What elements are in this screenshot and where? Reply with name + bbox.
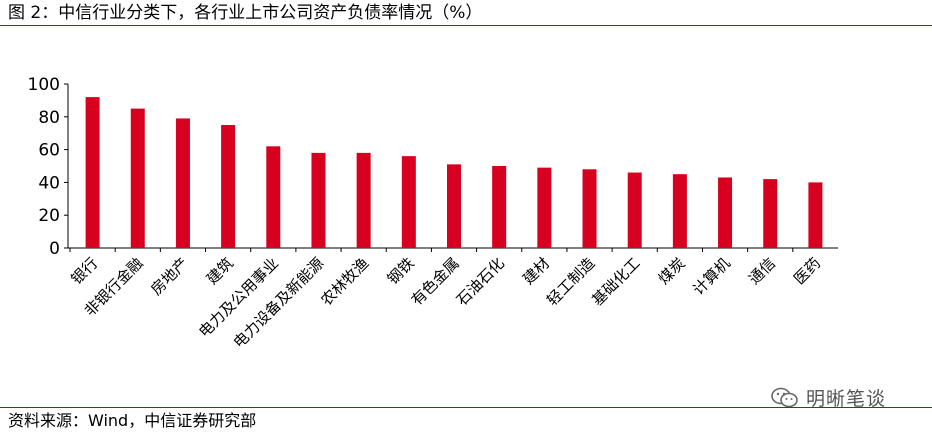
chart-title: 图 2：中信行业分类下，各行业上市公司资产负债率情况（%）: [8, 3, 483, 23]
x-tick-label: 农林牧渔: [317, 254, 372, 309]
x-tick-label: 通信: [745, 254, 779, 288]
x-tick-label: 电力及公用事业: [195, 254, 282, 341]
bar: [537, 167, 552, 248]
watermark: 明晰笔谈: [770, 384, 886, 411]
y-tick-label: 20: [38, 206, 60, 226]
bar: [492, 166, 507, 248]
x-tick-label: 计算机: [689, 254, 734, 299]
x-tick-label: 有色金属: [408, 254, 463, 309]
bar: [266, 146, 281, 248]
bar: [130, 108, 145, 248]
y-tick-label: 100: [28, 75, 60, 95]
x-tick-label: 轻工制造: [543, 254, 598, 309]
source-divider: [0, 407, 932, 408]
bar: [447, 164, 461, 248]
bar: [718, 177, 733, 248]
title-divider: [0, 25, 932, 26]
bar: [627, 172, 642, 248]
y-tick-label: 60: [38, 141, 60, 161]
watermark-text: 明晰笔谈: [806, 388, 887, 410]
bar: [401, 156, 416, 248]
y-tick-label: 80: [38, 108, 60, 128]
source-note: 资料来源：Wind，中信证券研究部: [8, 411, 257, 430]
x-tick-label: 石油石化: [453, 254, 508, 309]
bar: [175, 118, 190, 248]
bar: [672, 174, 687, 248]
wechat-icon: [771, 387, 798, 407]
bar: [582, 169, 597, 248]
bar: [763, 179, 778, 248]
bar: [311, 152, 326, 248]
bar: [356, 152, 371, 248]
bar: [85, 97, 100, 249]
x-tick-label: 建材: [519, 254, 553, 288]
x-tick-label: 基础化工: [588, 254, 643, 309]
x-tick-label: 医药: [790, 254, 824, 288]
x-tick-label: 房地产: [147, 254, 192, 299]
y-tick-label: 0: [49, 239, 60, 259]
x-tick-label: 建筑: [203, 254, 237, 288]
bar: [808, 182, 823, 248]
x-tick-label: 银行: [67, 254, 101, 288]
y-tick-label: 40: [38, 173, 60, 193]
bar: [221, 125, 236, 248]
x-tick-label: 煤炭: [655, 254, 689, 288]
x-tick-label: 钢铁: [384, 254, 418, 288]
